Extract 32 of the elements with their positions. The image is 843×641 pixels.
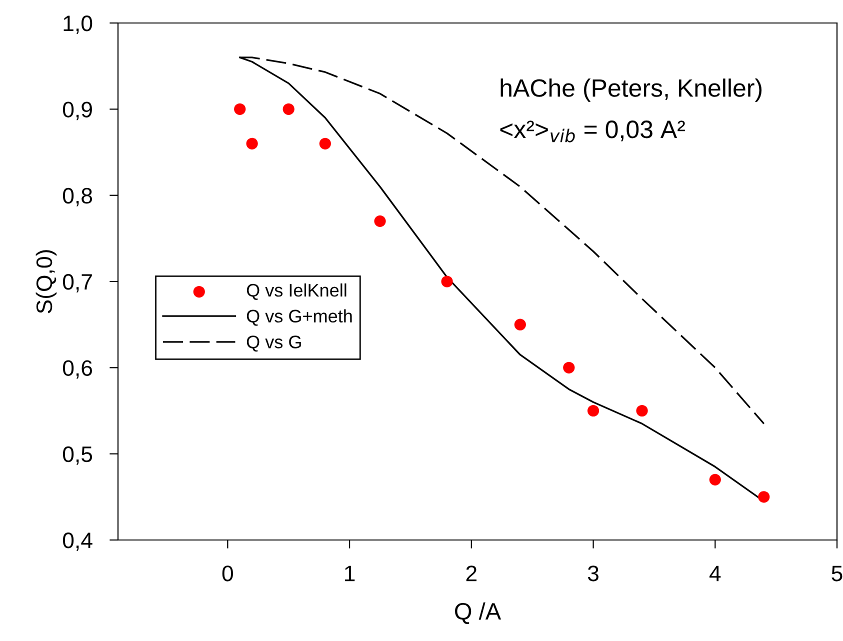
point <box>282 103 294 115</box>
y-tick-label: 0,7 <box>62 274 92 292</box>
point <box>563 362 575 374</box>
point <box>319 138 331 150</box>
y-tick-label: 0,8 <box>62 188 92 206</box>
y-axis-title: S(Q,0) <box>36 250 57 314</box>
x-axis-title: Q /A <box>455 602 502 624</box>
point <box>758 491 770 503</box>
y-tick-label: 0,4 <box>62 532 92 551</box>
x-tick-label: 3 <box>588 566 598 582</box>
point <box>441 276 453 288</box>
annotation: <x²>$_{vib}$ = 0,03 A² <box>500 120 685 142</box>
point <box>514 318 526 330</box>
y-tick-label: 0,5 <box>62 446 92 465</box>
x-tick-label: 4 <box>709 566 721 582</box>
y-tick-label: 1,0 <box>64 16 92 34</box>
legend-label: Q vs IelKnell <box>246 283 346 300</box>
legend-label: Q vs G+meth <box>246 309 352 326</box>
point <box>234 103 246 115</box>
x-tick-label: 5 <box>832 566 842 582</box>
point <box>636 404 648 417</box>
annotation: hAChe (Peters, Kneller) <box>500 78 762 102</box>
y-tick-label: 0,9 <box>62 102 92 120</box>
point <box>709 474 721 486</box>
point <box>246 138 258 150</box>
point <box>374 215 386 227</box>
x-tick-label: 2 <box>466 566 476 582</box>
x-tick-label: 0 <box>222 566 233 582</box>
legend-label: Q vs G <box>246 336 301 352</box>
x-tick-label: 1 <box>345 566 355 582</box>
y-tick-label: 0,6 <box>62 360 92 379</box>
point <box>587 404 600 417</box>
